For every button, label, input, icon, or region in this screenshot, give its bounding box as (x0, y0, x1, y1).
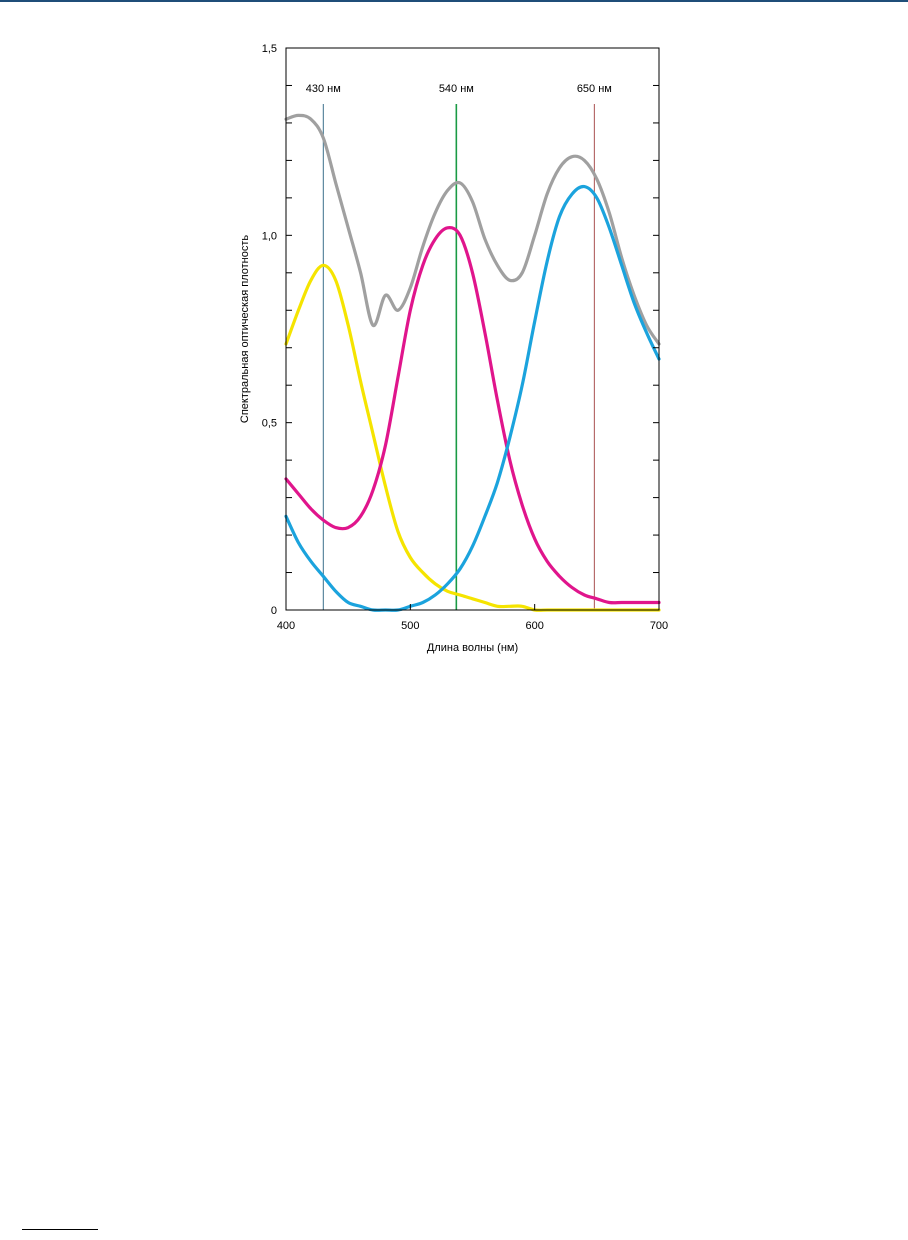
reference-lines (322, 104, 595, 610)
y-tick-label: 1,0 (262, 230, 277, 242)
series-layer (284, 113, 661, 612)
reference-label-430: 430 нм (306, 83, 341, 95)
tick-labels: 400 500 600 700 0 0,5 1,0 1,5 (262, 43, 668, 632)
series-line-2 (284, 226, 661, 605)
series-line-0 (284, 113, 661, 346)
x-tick-label: 400 (277, 620, 295, 632)
y-axis-label: Спектральная оптическая плотность (239, 235, 251, 424)
footnote-rule (22, 1229, 98, 1230)
x-tick-label: 600 (525, 620, 543, 632)
series-line-3 (284, 184, 661, 612)
reference-label-537: 540 нм (439, 83, 474, 95)
ticks (286, 84, 659, 610)
series-line-1 (284, 263, 661, 612)
reference-labels: 430 нм 540 нм 650 нм (306, 83, 612, 95)
y-tick-label: 0 (271, 605, 277, 617)
y-tick-label: 0,5 (262, 418, 277, 430)
x-tick-label: 700 (650, 620, 668, 632)
reference-label-648: 650 нм (577, 83, 612, 95)
x-tick-label: 500 (401, 620, 419, 632)
y-tick-label: 1,5 (262, 43, 277, 55)
top-rule (0, 0, 908, 2)
plot-frame (285, 47, 660, 611)
x-axis-label: Длина волны (нм) (427, 642, 518, 654)
